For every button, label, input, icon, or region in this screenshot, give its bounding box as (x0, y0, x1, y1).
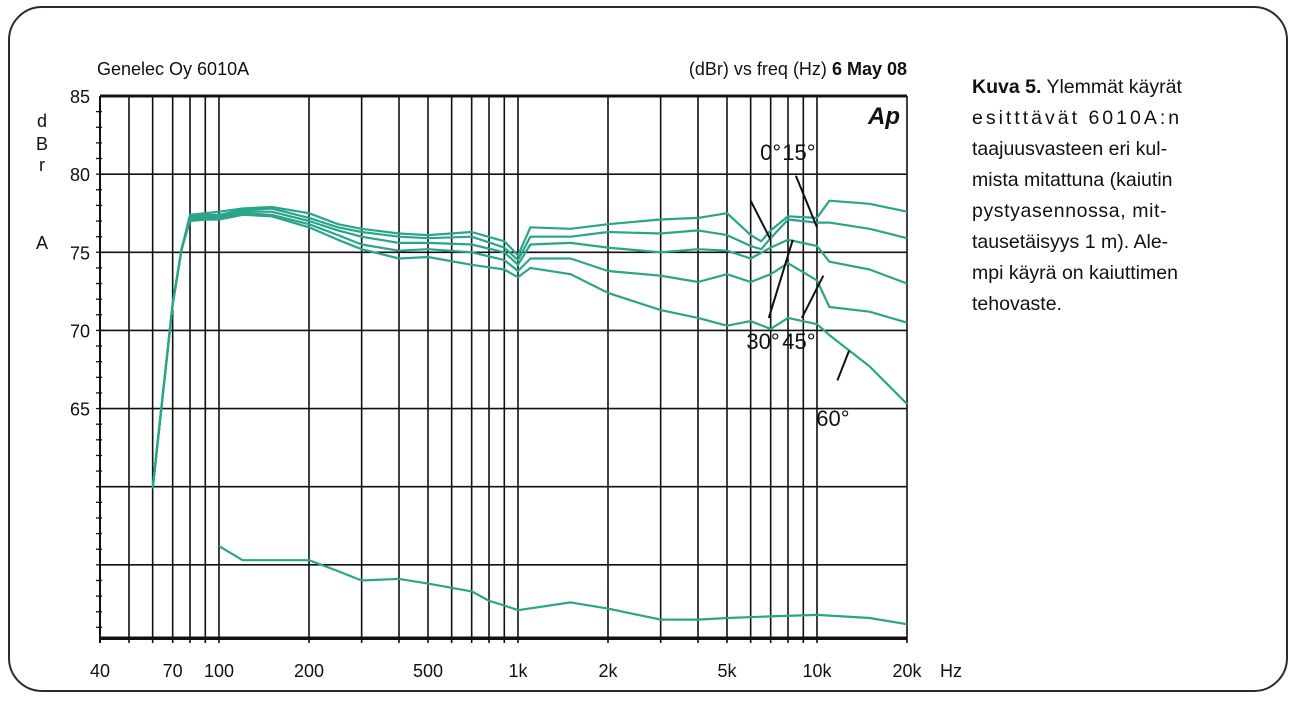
angle-label: 15° (782, 140, 815, 165)
angle-label: 0° (760, 140, 781, 165)
y-tick-label: 75 (70, 243, 90, 263)
chart-grid (96, 94, 908, 643)
angle-pointer (767, 239, 794, 319)
chart-annotations: 0° 15° 30° 45° 60° (746, 140, 850, 431)
x-tick-label: 10k (802, 661, 832, 681)
x-tick-label: 40 (90, 661, 110, 681)
caption-line-7: mpi käyrä on kaiuttimen (972, 262, 1178, 284)
y-axis-label: r (39, 155, 45, 175)
caption-line-6: tausetäisyys 1 m). Ale- (972, 231, 1169, 253)
series-line-1 (151, 199, 908, 489)
angle-label: 60° (816, 406, 849, 431)
chart-curves (151, 199, 908, 626)
y-tick-label: 65 (70, 400, 90, 420)
x-tick-label: 200 (294, 661, 324, 681)
figure-caption: Kuva 5. Ylemmät käyrät esitttävät 6010A:n… (972, 72, 1272, 320)
caption-line-2: esitttävät 6010A:n (972, 107, 1183, 129)
caption-line-5: pystyasennossa, mit- (972, 200, 1168, 222)
y-axis-label: d (37, 111, 47, 131)
y-tick-label: 80 (70, 165, 90, 185)
x-axis-label: Hz (940, 661, 962, 681)
figure-frame (8, 6, 1288, 692)
y-axis-label: B (36, 134, 48, 154)
chart-date: 6 May 08 (832, 59, 907, 79)
caption-line-3: taajuusvasteen eri kul- (972, 138, 1168, 160)
caption-line-4: mista mitattuna (kaiutin (972, 169, 1173, 191)
angle-label: 45° (782, 329, 815, 354)
caption-line-8: tehovaste. (972, 293, 1062, 315)
angle-pointer (749, 200, 772, 241)
y-tick-label: 85 (70, 87, 90, 107)
chart-tick-labels: 40 70 100 200 500 1k 2k 5k 10k 20k Hz 85 80 75 70 65 dBr… (36, 87, 962, 681)
y-tick-label: 70 (70, 321, 90, 341)
series-line-3 (151, 210, 908, 489)
series-line-4 (151, 212, 908, 489)
x-tick-label: 100 (204, 661, 234, 681)
x-tick-label: 500 (413, 661, 443, 681)
x-tick-label: 5k (717, 661, 737, 681)
x-tick-label: 1k (508, 661, 528, 681)
angle-pointer (794, 175, 818, 228)
y-axis-label: A (36, 233, 48, 253)
series-line-5 (151, 213, 908, 489)
angle-pointer (836, 350, 850, 381)
angle-label: 30° (746, 329, 779, 354)
caption-line-1: Ylemmät käyrät (1041, 76, 1182, 98)
x-tick-label: 2k (598, 661, 618, 681)
angle-pointer (800, 275, 825, 319)
x-tick-label: 20k (892, 661, 922, 681)
ap-logo: Ap (867, 103, 900, 130)
x-tick-label: 70 (163, 661, 183, 681)
chart-title: Genelec Oy 6010A (97, 59, 249, 79)
series-line-6 (218, 545, 908, 626)
chart-header-right: (dBr) vs freq (Hz) 6 May 08 (689, 59, 907, 79)
caption-label: Kuva 5. (972, 76, 1042, 98)
